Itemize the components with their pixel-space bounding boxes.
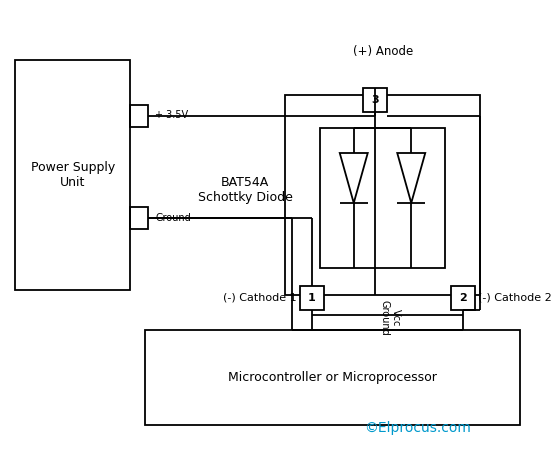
Text: Ground: Ground	[155, 213, 191, 223]
Text: 2: 2	[459, 293, 467, 303]
Text: 1: 1	[308, 293, 316, 303]
Bar	[451, 286, 475, 310]
Text: Power Supply
Unit: Power Supply Unit	[31, 161, 115, 189]
Text: Microcontroller or Microprocessor: Microcontroller or Microprocessor	[227, 371, 436, 383]
Bar	[363, 88, 387, 112]
Bar	[285, 95, 480, 295]
Bar	[130, 105, 148, 127]
Text: (-) Cathode 2: (-) Cathode 2	[478, 293, 552, 303]
Bar	[145, 330, 520, 425]
Bar	[320, 128, 445, 268]
Text: (-) Cathode 1: (-) Cathode 1	[223, 293, 297, 303]
Bar	[15, 60, 130, 290]
Text: Vcc
Ground: Vcc Ground	[379, 300, 401, 336]
Text: BAT54A
Schottky Diode: BAT54A Schottky Diode	[198, 176, 292, 204]
Text: (+) Anode: (+) Anode	[353, 46, 413, 59]
Text: 3: 3	[371, 95, 379, 105]
Bar	[130, 207, 148, 229]
Text: ©Elprocus.com: ©Elprocus.com	[365, 421, 472, 435]
Bar	[300, 286, 324, 310]
Text: + 3.5V: + 3.5V	[155, 110, 188, 120]
